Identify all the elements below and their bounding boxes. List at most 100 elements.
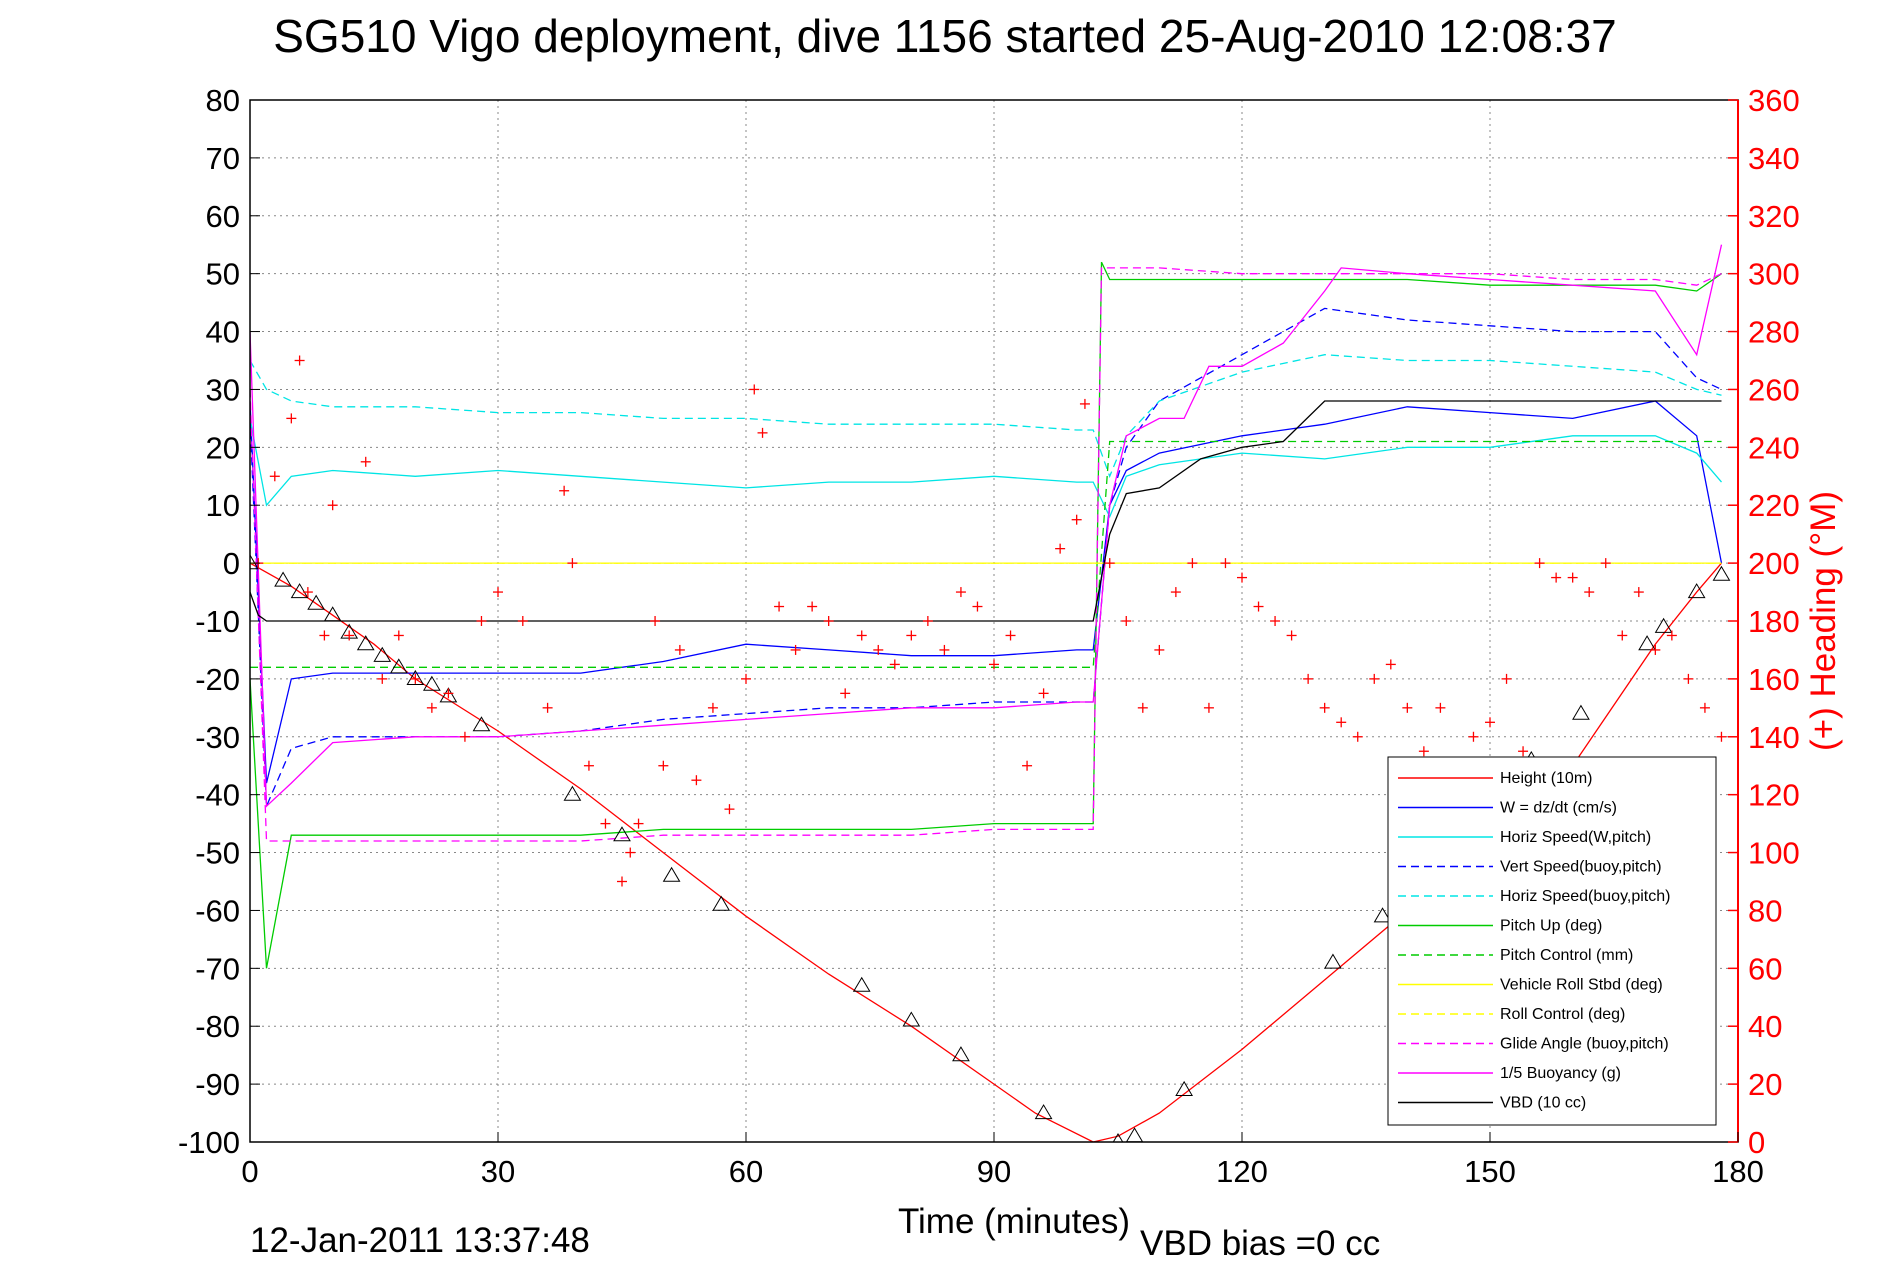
triangle-marker <box>1572 704 1590 720</box>
legend-entry: Vert Speed(buoy,pitch) <box>1398 859 1662 876</box>
series-line-pitch-control-mm <box>250 440 1722 668</box>
heading-point <box>1633 587 1644 598</box>
heading-point <box>1501 673 1512 684</box>
legend-entry: VBD (10 cc) <box>1398 1095 1586 1112</box>
heading-point <box>873 644 884 655</box>
heading-point <box>1022 760 1033 771</box>
triangle-marker <box>1654 617 1673 633</box>
triangle-marker <box>1112 1133 1124 1142</box>
heading-point <box>1650 644 1661 655</box>
heading-point <box>1203 702 1214 713</box>
heading-point <box>360 456 371 467</box>
legend-label: Horiz Speed(buoy,pitch) <box>1500 888 1670 905</box>
x-tick-label: 120 <box>1216 1154 1268 1189</box>
legend-label: Vert Speed(buoy,pitch) <box>1500 859 1662 876</box>
triangle-marker <box>307 594 326 610</box>
triangle-marker <box>389 658 408 674</box>
left-tick-label: 60 <box>206 199 240 234</box>
heading-point <box>1270 616 1281 626</box>
heading-point <box>840 688 851 699</box>
triangle-marker <box>422 675 441 691</box>
left-tick-label: -70 <box>195 951 240 986</box>
right-tick-label: 240 <box>1748 430 1800 465</box>
heading-point <box>1336 717 1347 728</box>
left-tick-label: 80 <box>206 83 240 118</box>
right-tick-label: 180 <box>1748 604 1800 639</box>
footer-vbd-bias: VBD bias =0 cc <box>1140 1224 1380 1262</box>
triangle-marker <box>952 1046 970 1062</box>
triangle-marker <box>1034 1104 1053 1120</box>
left-tick-label: 50 <box>206 257 240 292</box>
series-line-pitch-up-deg <box>250 261 1722 969</box>
heading-point <box>1352 731 1363 742</box>
right-tick-label: 60 <box>1748 951 1782 986</box>
triangle-marker <box>250 554 259 570</box>
x-tick-label: 90 <box>977 1154 1011 1189</box>
triangle-marker <box>290 583 309 599</box>
triangle-marker <box>563 785 582 801</box>
right-tick-label: 100 <box>1748 836 1800 871</box>
heading-point <box>1071 514 1082 525</box>
heading-point <box>294 355 305 366</box>
heading-point <box>1055 543 1066 554</box>
heading-point <box>939 644 950 655</box>
legend-label: Glide Angle (buoy,pitch) <box>1500 1036 1669 1053</box>
triangle-marker <box>712 895 731 911</box>
triangle-marker <box>1638 635 1656 651</box>
heading-point <box>344 630 355 641</box>
triangle-marker <box>439 687 458 703</box>
triangle-marker <box>613 826 631 842</box>
heading-point <box>1319 702 1330 713</box>
triangle-marker <box>373 646 392 662</box>
heading-point <box>1534 558 1545 569</box>
heading-point <box>443 688 454 699</box>
heading-point <box>749 384 760 395</box>
heading-point <box>691 775 702 786</box>
heading-point <box>807 601 818 612</box>
heading-point <box>459 731 470 742</box>
legend-label: 1/5 Buoyancy (g) <box>1500 1065 1621 1082</box>
x-tick-label: 180 <box>1712 1154 1764 1189</box>
heading-point <box>1079 398 1090 409</box>
series-line-vert-speed-buoy-pitch <box>250 307 1722 807</box>
legend-entry: Height (10m) <box>1398 770 1592 787</box>
series-line-glide-angle-buoy-pitch <box>250 267 1722 842</box>
heading-point <box>1170 587 1181 598</box>
triangle-marker <box>1175 1080 1194 1096</box>
heading-point <box>1253 601 1264 612</box>
triangle-marker <box>356 635 375 651</box>
heading-point <box>319 630 330 641</box>
right-tick-label: 80 <box>1748 893 1782 928</box>
heading-point <box>617 876 627 887</box>
right-tick-label: 0 <box>1748 1125 1765 1160</box>
legend-label: Height (10m) <box>1500 770 1592 787</box>
heading-point <box>972 601 983 612</box>
right-tick-label: 40 <box>1748 1009 1782 1044</box>
legend-label: VBD (10 cc) <box>1500 1095 1586 1112</box>
legend-entry: Roll Control (deg) <box>1398 1006 1625 1023</box>
left-tick-label: 70 <box>206 141 240 176</box>
heading-point <box>1435 702 1446 713</box>
legend-entry: Pitch Up (deg) <box>1398 918 1602 935</box>
triangle-marker <box>406 669 425 685</box>
series-line-horiz-speed-buoy-pitch <box>250 354 1722 479</box>
left-tick-label: -20 <box>195 662 240 697</box>
left-tick-label: 0 <box>223 546 240 581</box>
x-tick-label: 60 <box>729 1154 763 1189</box>
right-tick-label: 120 <box>1748 778 1800 813</box>
heading-point <box>1683 673 1694 684</box>
left-tick-label: -60 <box>195 893 240 928</box>
legend: Height (10m) W = dz/dt (cm/s) Horiz Speed(… <box>1387 756 1717 1126</box>
heading-point <box>567 558 578 569</box>
heading-point <box>707 702 718 713</box>
right-tick-label: 20 <box>1748 1067 1782 1102</box>
triangle-marker <box>472 716 491 732</box>
x-tick-label: 150 <box>1464 1154 1516 1189</box>
chart-title: SG510 Vigo deployment, dive 1156 started… <box>273 10 1616 62</box>
legend-entry: Vehicle Roll Stbd (deg) <box>1398 977 1663 994</box>
triangle-marker <box>852 976 871 992</box>
heading-point <box>1038 688 1049 699</box>
x-tick-label: 0 <box>241 1154 258 1189</box>
right-tick-label: 220 <box>1748 488 1800 523</box>
heading-point <box>1303 673 1314 684</box>
